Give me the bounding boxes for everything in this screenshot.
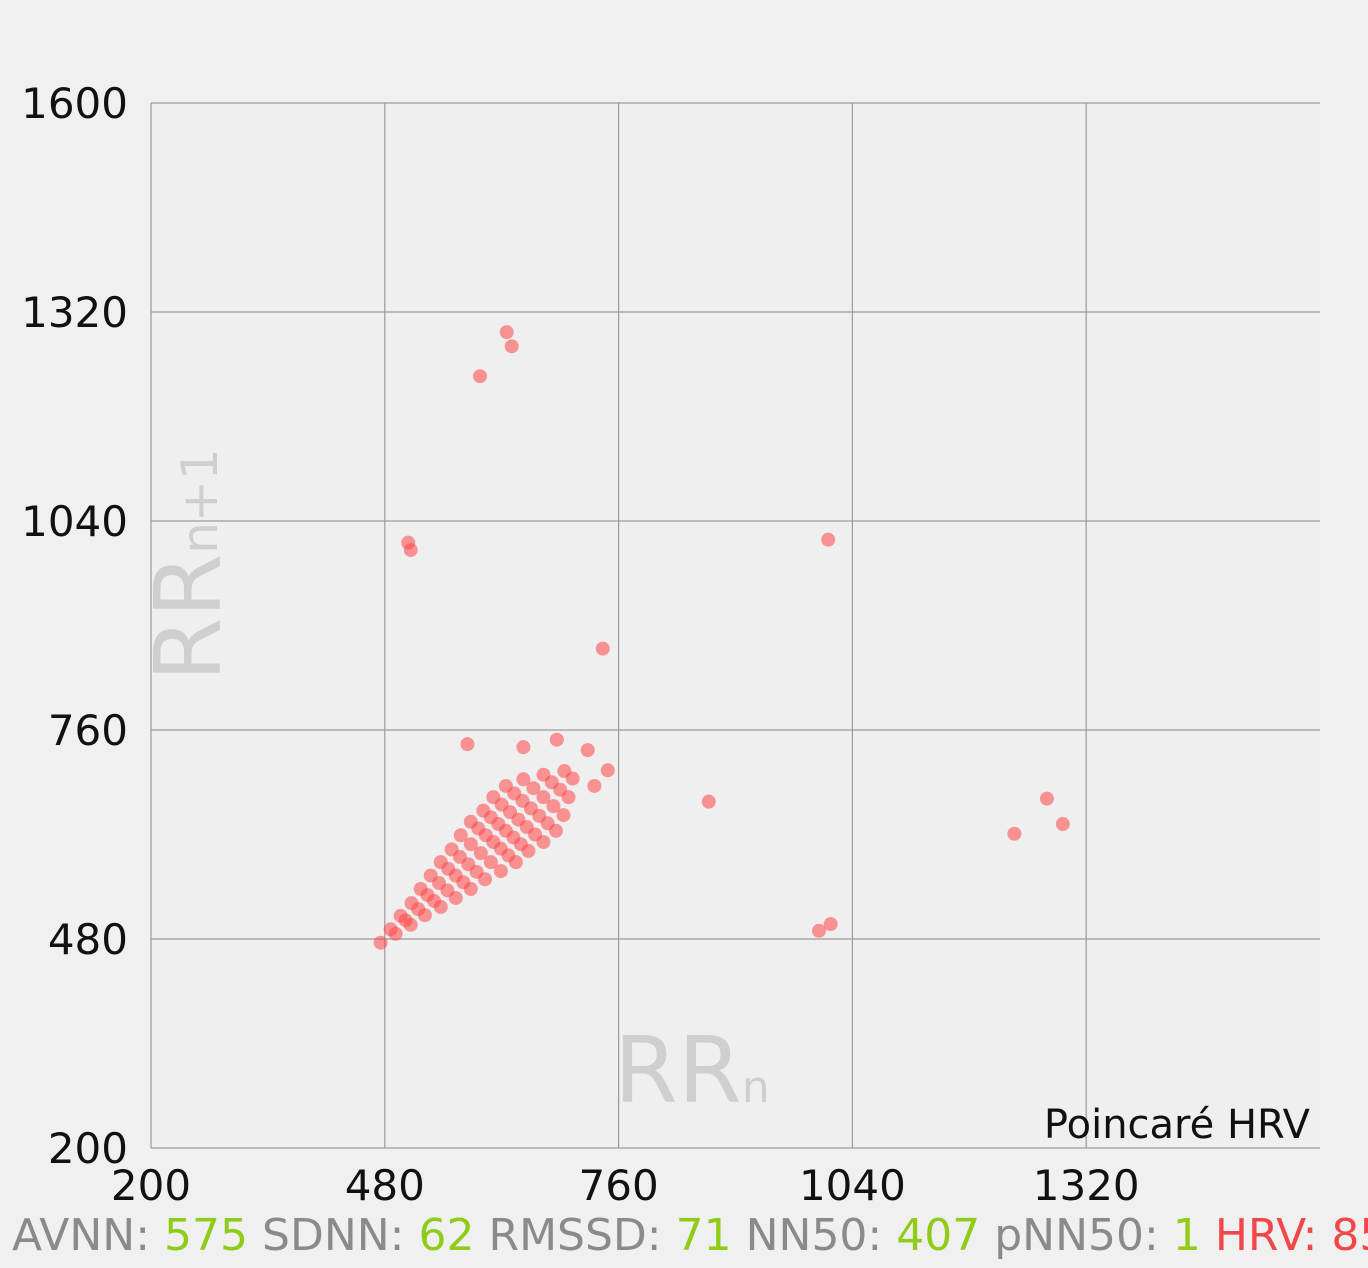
x-label-main: RR xyxy=(614,1017,742,1124)
y-axis-label: RRn+1 xyxy=(135,448,242,681)
point xyxy=(701,794,716,809)
point xyxy=(444,842,459,857)
point xyxy=(483,855,498,870)
y-tick-label: 760 xyxy=(48,706,128,755)
x-axis-label: RRn xyxy=(614,1017,770,1124)
point xyxy=(463,814,478,829)
point xyxy=(812,923,826,938)
point xyxy=(383,922,398,937)
point xyxy=(472,369,487,384)
stats-bar: AVNN: 575 SDNN: 62 RMSSD: 71 NN50: 407 p… xyxy=(12,1210,1368,1261)
point xyxy=(476,803,491,818)
point xyxy=(486,790,501,805)
point xyxy=(473,846,488,861)
y-label-main: RR xyxy=(135,554,242,682)
chart: RRn+1 RRn Poincaré HRV 20048076010401320… xyxy=(21,79,1320,1210)
point xyxy=(546,799,561,814)
x-tick-label: 1320 xyxy=(1033,1161,1140,1210)
point xyxy=(373,935,388,950)
x-label-sub: n xyxy=(742,1062,770,1113)
x-tick-label: 1040 xyxy=(799,1161,906,1210)
chart-title: Poincaré HRV xyxy=(1044,1102,1311,1148)
point xyxy=(498,778,513,793)
x-tick-label: 480 xyxy=(345,1161,425,1210)
y-tick-label: 1040 xyxy=(21,497,128,546)
point xyxy=(413,881,428,896)
point xyxy=(821,532,836,547)
point xyxy=(557,764,572,779)
point xyxy=(1039,791,1054,806)
y-tick-label: 1320 xyxy=(21,288,128,337)
grid xyxy=(150,102,1320,1149)
y-tick-label: 1600 xyxy=(21,79,128,128)
y-tick-label: 200 xyxy=(48,1124,128,1173)
stat-label: NN50: xyxy=(745,1210,883,1261)
plot-area xyxy=(151,103,1320,1148)
point xyxy=(453,828,468,843)
point xyxy=(587,778,602,793)
stat-label: AVNN: xyxy=(12,1210,151,1261)
stat-label: pNN50: xyxy=(994,1210,1159,1261)
point xyxy=(504,339,519,354)
stat-value: 1 xyxy=(1172,1210,1201,1261)
point xyxy=(433,855,448,870)
stat-label: HRV: xyxy=(1214,1210,1318,1261)
points xyxy=(373,325,1070,950)
stat-value: 62 xyxy=(418,1210,475,1261)
point xyxy=(600,763,615,778)
point xyxy=(516,740,531,755)
stat-label: RMSSD: xyxy=(488,1210,662,1261)
stat-value: 575 xyxy=(164,1210,249,1261)
point xyxy=(404,896,419,911)
point xyxy=(1007,826,1022,841)
point xyxy=(556,808,571,823)
point xyxy=(526,781,541,796)
point xyxy=(595,641,610,656)
point xyxy=(549,732,564,747)
point xyxy=(423,868,438,883)
stat-label: SDNN: xyxy=(262,1210,405,1261)
point xyxy=(536,790,551,805)
x-tick-label: 760 xyxy=(579,1161,659,1210)
point xyxy=(460,737,475,752)
point xyxy=(499,325,514,340)
point xyxy=(403,543,418,558)
stat-value: 407 xyxy=(896,1210,981,1261)
stat-value: 85 xyxy=(1331,1210,1368,1261)
point xyxy=(536,767,551,782)
point xyxy=(493,864,508,879)
point xyxy=(463,837,478,852)
point xyxy=(823,917,838,932)
point xyxy=(516,772,531,787)
y-label-sub: n+1 xyxy=(171,448,229,553)
x-tick-label: 200 xyxy=(111,1161,191,1210)
stat-value: 71 xyxy=(675,1210,732,1261)
point xyxy=(393,908,408,923)
point xyxy=(1055,817,1070,832)
y-tick-label: 480 xyxy=(48,915,128,964)
point xyxy=(580,743,595,758)
